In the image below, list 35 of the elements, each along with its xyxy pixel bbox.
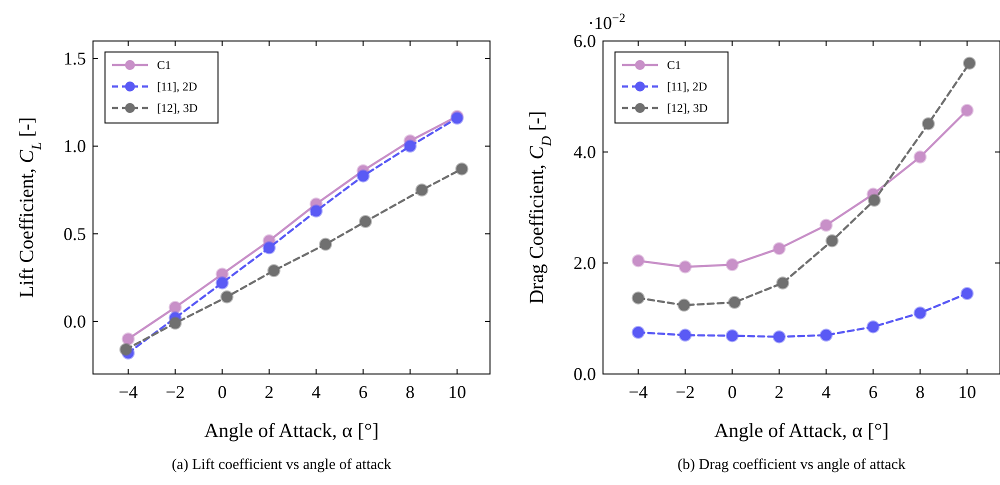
x-tick-label: 2 bbox=[774, 382, 784, 402]
legend-label: C1 bbox=[667, 58, 682, 72]
y-tick-label: 2.0 bbox=[574, 253, 596, 273]
x-axis-title: Angle of Attack, α [°] bbox=[204, 420, 379, 442]
x-tick-label: 4 bbox=[822, 382, 831, 402]
y-tick-label: 1.0 bbox=[64, 136, 86, 156]
text: (b) Drag coefficient vs angle of attack bbox=[678, 457, 906, 473]
legend-label: [11], 2D bbox=[157, 80, 198, 94]
x-tick-label: −4 bbox=[118, 382, 138, 402]
x-tick-label: −2 bbox=[676, 382, 695, 402]
x-tick-label: −4 bbox=[628, 382, 648, 402]
y-tick-label: 4.0 bbox=[574, 142, 596, 162]
x-tick-label: 2 bbox=[264, 382, 274, 402]
y-tick-label: 0.0 bbox=[64, 311, 86, 332]
x-tick-label: −2 bbox=[166, 382, 185, 402]
y-tick-label: 0.5 bbox=[64, 224, 86, 244]
text: ·10$^{−2}$ bbox=[588, 11, 626, 33]
legend-label: C1 bbox=[157, 58, 172, 72]
x-tick-label: 10 bbox=[448, 382, 466, 402]
x-tick-label: 6 bbox=[868, 382, 878, 402]
x-tick-label: 0 bbox=[728, 382, 737, 402]
x-tick-label: 0 bbox=[218, 382, 227, 402]
x-tick-label: 8 bbox=[916, 382, 925, 402]
y-tick-label: 0.0 bbox=[574, 364, 596, 384]
legend-label: [12], 3D bbox=[667, 101, 708, 115]
x-tick-label: 6 bbox=[358, 382, 368, 402]
x-tick-label: 10 bbox=[958, 382, 976, 402]
x-tick-label: 4 bbox=[312, 382, 321, 402]
text: (a) Lift coefficient vs angle of attack bbox=[172, 457, 392, 473]
x-axis-title: Angle of Attack, α [°] bbox=[714, 420, 889, 442]
y-tick-label: 1.5 bbox=[64, 48, 86, 69]
legend-label: [12], 3D bbox=[157, 101, 198, 115]
legend-label: [11], 2D bbox=[667, 80, 708, 94]
x-tick-label: 8 bbox=[406, 382, 415, 402]
y-tick-label: 6.0 bbox=[574, 31, 596, 51]
